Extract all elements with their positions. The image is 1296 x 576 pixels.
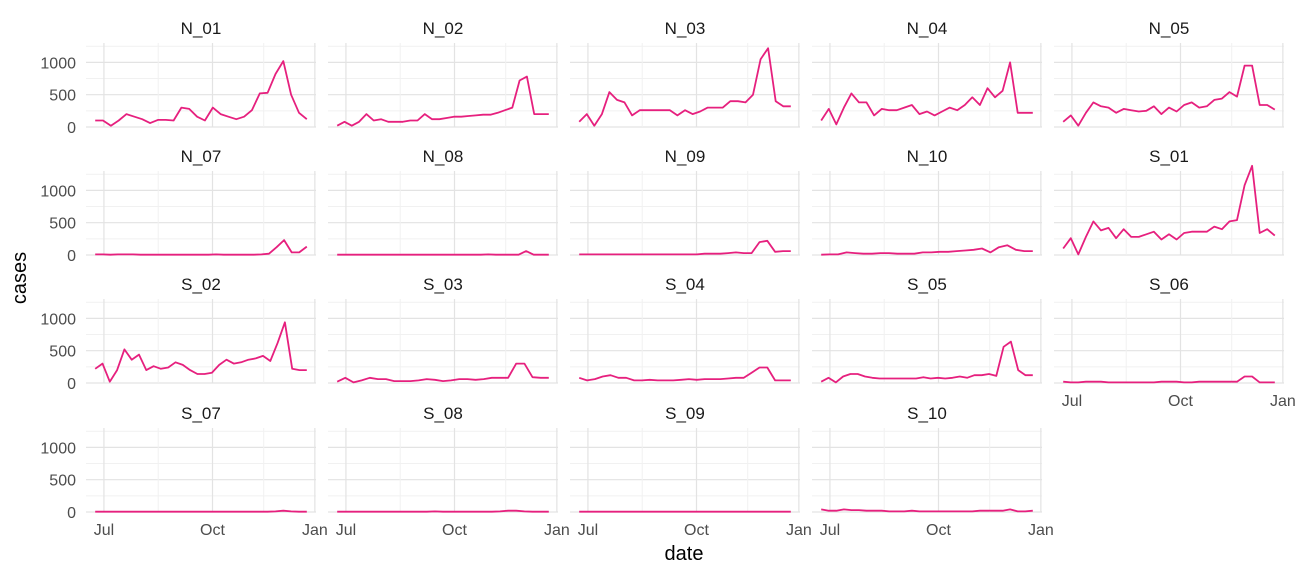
x-tick-label: Jul bbox=[1062, 393, 1082, 410]
x-tick-label: Oct bbox=[684, 522, 709, 539]
x-tick-label: Jul bbox=[336, 522, 356, 539]
panel-s-04: S_04 bbox=[570, 275, 800, 384]
panel-title: S_03 bbox=[423, 275, 463, 294]
y-tick-label: 0 bbox=[67, 120, 76, 137]
series-line-s-08 bbox=[337, 509, 549, 513]
y-tick-label: 500 bbox=[49, 344, 76, 361]
panel-title: N_05 bbox=[1149, 19, 1190, 38]
y-tick-label: 500 bbox=[49, 473, 76, 490]
panel-title: N_02 bbox=[423, 19, 464, 38]
y-tick-label: 500 bbox=[49, 88, 76, 105]
series-line-s-07 bbox=[95, 509, 307, 513]
y-tick-label: 500 bbox=[49, 216, 76, 233]
panel-title: S_07 bbox=[181, 404, 221, 423]
series-line-n-09 bbox=[579, 239, 791, 256]
x-tick-label: Oct bbox=[926, 522, 951, 539]
x-tick-label: Jul bbox=[578, 522, 598, 539]
panel-n-09: N_09 bbox=[570, 147, 800, 256]
series-line-n-03 bbox=[578, 47, 791, 127]
panel-s-03: S_03 bbox=[328, 275, 558, 384]
series-line-s-03 bbox=[336, 362, 549, 384]
panel-title: S_08 bbox=[423, 404, 463, 423]
series-line-s-01 bbox=[1062, 164, 1276, 256]
panel-title: S_05 bbox=[907, 275, 947, 294]
panel-title: S_09 bbox=[665, 404, 705, 423]
panel-s-05: S_05 bbox=[812, 275, 1042, 384]
series-line-s-05 bbox=[820, 340, 1033, 384]
x-tick-label: Jan bbox=[544, 522, 570, 539]
panel-title: S_06 bbox=[1149, 275, 1189, 294]
x-tick-label: Jan bbox=[1270, 393, 1296, 410]
panel-title: N_03 bbox=[665, 19, 706, 38]
panel-n-04: N_04 bbox=[812, 19, 1042, 128]
y-tick-label: 0 bbox=[67, 248, 76, 265]
panel-n-07: N_07 0 500 1000 bbox=[40, 147, 316, 265]
series-line-n-07 bbox=[95, 239, 308, 256]
panel-title: S_02 bbox=[181, 275, 221, 294]
series-line-n-02 bbox=[336, 75, 549, 127]
x-tick-label: Jan bbox=[786, 522, 812, 539]
series-line-n-01 bbox=[95, 60, 308, 127]
panel-s-07: S_07 0 500 1000 Jul Oct Jan bbox=[40, 404, 327, 539]
panel-title: N_07 bbox=[181, 147, 222, 166]
x-tick-label: Oct bbox=[442, 522, 467, 539]
x-tick-label: Jul bbox=[820, 522, 840, 539]
panel-title: N_04 bbox=[907, 19, 948, 38]
series-line-n-04 bbox=[820, 61, 1033, 126]
y-tick-label: 1000 bbox=[40, 311, 76, 328]
x-tick-label: Jan bbox=[1028, 522, 1054, 539]
panel-n-08: N_08 bbox=[328, 147, 558, 256]
series-line-n-05 bbox=[1062, 64, 1276, 127]
panel-s-01: S_01 bbox=[1054, 147, 1284, 256]
panel-n-02: N_02 bbox=[328, 19, 558, 128]
panel-title: N_08 bbox=[423, 147, 464, 166]
x-tick-label: Jan bbox=[302, 522, 328, 539]
panel-s-09: S_09 Jul Oct Jan bbox=[570, 404, 812, 539]
series-line-s-02 bbox=[94, 321, 307, 383]
y-tick-label: 0 bbox=[67, 376, 76, 393]
panel-title: N_10 bbox=[907, 147, 948, 166]
x-tick-label: Oct bbox=[1168, 393, 1193, 410]
series-line-n-08 bbox=[337, 250, 549, 256]
panel-s-08: S_08 Jul Oct Jan bbox=[328, 404, 570, 539]
panel-s-02: S_02 0 500 1000 bbox=[40, 275, 316, 393]
series-line-s-06 bbox=[1063, 375, 1275, 384]
x-tick-label: Jul bbox=[94, 522, 114, 539]
panel-title: S_01 bbox=[1149, 147, 1189, 166]
x-tick-label: Oct bbox=[200, 522, 225, 539]
panel-n-10: N_10 bbox=[812, 147, 1042, 256]
y-tick-label: 1000 bbox=[40, 55, 76, 72]
series-line-s-04 bbox=[578, 366, 791, 382]
panel-n-03: N_03 bbox=[570, 19, 800, 128]
y-tick-label: 0 bbox=[67, 505, 76, 522]
y-axis-title: cases bbox=[9, 252, 31, 304]
series-line-n-10 bbox=[821, 244, 1033, 256]
panel-n-01: N_01 0 500 1000 bbox=[40, 19, 316, 137]
panel-title: N_01 bbox=[181, 19, 222, 38]
panels-group: N_01 0 500 1000 N_02 N_03 N_04 N_05 N_07 0 500 1000… bbox=[40, 19, 1295, 539]
series-line-s-10 bbox=[821, 508, 1033, 513]
panel-title: S_10 bbox=[907, 404, 947, 423]
x-axis-title: date bbox=[665, 543, 704, 565]
panel-s-06: S_06 Jul Oct Jan bbox=[1054, 275, 1296, 410]
y-tick-label: 1000 bbox=[40, 440, 76, 457]
panel-n-05: N_05 bbox=[1054, 19, 1284, 128]
panel-title: N_09 bbox=[665, 147, 706, 166]
panel-s-10: S_10 Jul Oct Jan bbox=[812, 404, 1054, 539]
y-tick-label: 1000 bbox=[40, 183, 76, 200]
panel-title: S_04 bbox=[665, 275, 705, 294]
